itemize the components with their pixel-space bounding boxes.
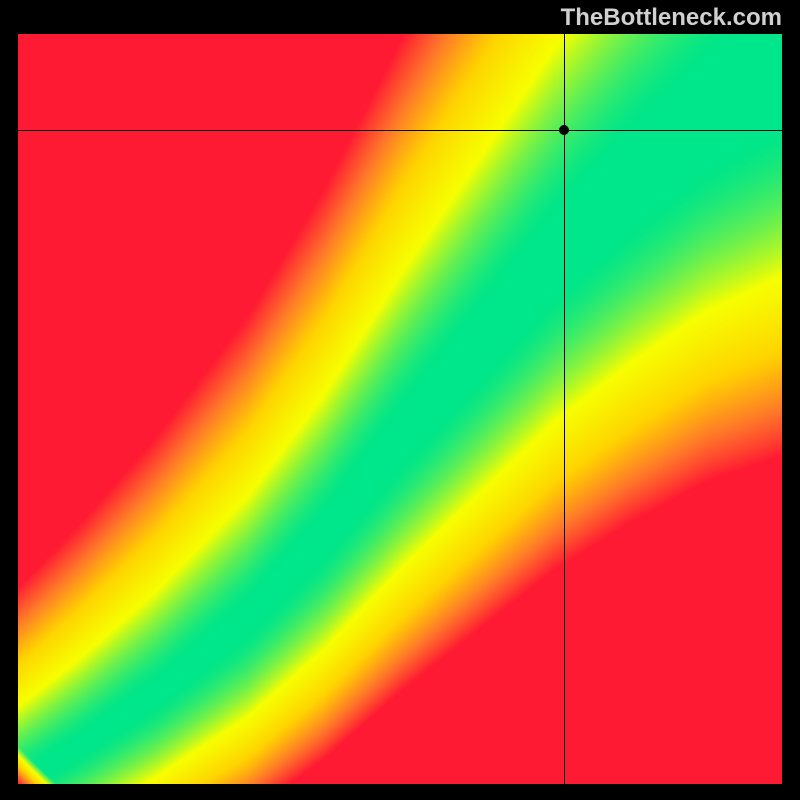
- watermark-text: TheBottleneck.com: [561, 4, 782, 32]
- bottleneck-heatmap: [18, 34, 782, 784]
- crosshair-marker: [559, 125, 569, 135]
- crosshair-vertical: [564, 34, 565, 784]
- heatmap-canvas: [18, 34, 782, 784]
- crosshair-horizontal: [18, 130, 782, 131]
